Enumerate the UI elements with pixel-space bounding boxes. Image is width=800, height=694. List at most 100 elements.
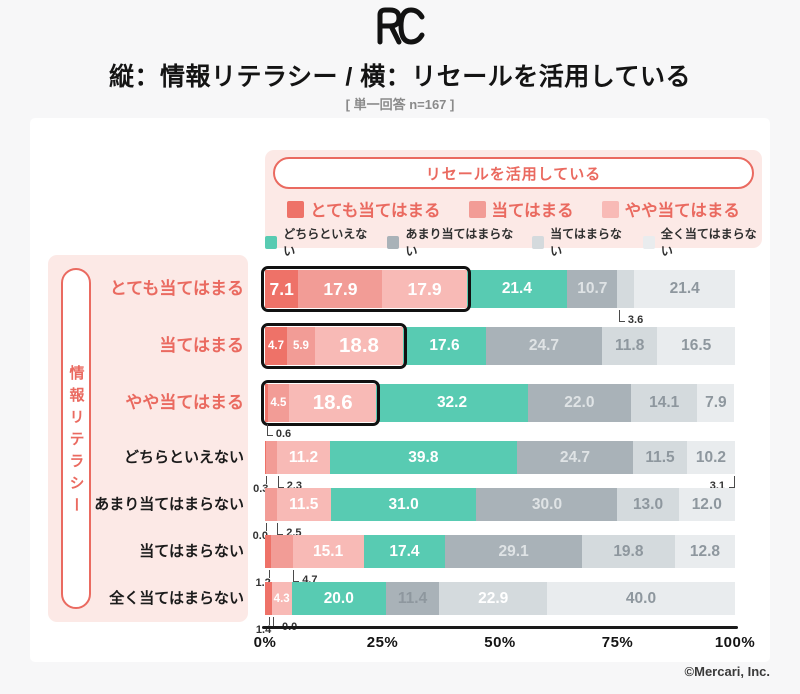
callout-line [266,476,268,484]
callout-line [277,523,284,535]
callout-label: 0.0 [252,530,268,542]
segment-value: 24.7 [559,448,590,466]
segment-value: 32.2 [436,394,468,411]
bar-segment: 15.1 [292,535,364,568]
callout-line [265,523,267,531]
bar-segment: 13.0 [617,488,679,521]
bar-segment: 10.7 [567,270,618,308]
row-label: やや当てはまる [125,393,244,412]
bar-segment [265,488,277,521]
segment-value: 39.8 [408,448,439,466]
bar-segment: 21.4 [634,270,735,308]
legend-item-label: やや当てはまる [624,202,740,220]
x-axis-line [262,626,738,629]
legend-item-label: 当てはまらない [550,227,622,258]
bar-segment: 19.8 [581,535,675,568]
x-axis-tick-label: 100% [714,634,756,651]
x-axis-tick-label: 75% [601,634,634,651]
segment-value: 4.5 [270,397,287,409]
row-label: どちらといえない [123,448,244,466]
segment-value: 21.4 [501,280,532,297]
legend-swatch [468,200,486,218]
page-title: 縦：情報リテラシー / 横：リセールを活用している [108,63,692,91]
bar-segment: 12.8 [674,535,735,568]
row-label: 全く当てはまらない [109,589,244,607]
legend-item: 当てはまる [468,197,574,221]
legend-swatch [642,235,655,249]
bar-segment: 17.9 [382,270,467,308]
legend-item-label: どちらといえない [283,227,368,258]
bar-segment [265,441,267,474]
legend-swatch [601,200,619,218]
legend-primary-row: とても当てはまる 当てはまる やや当てはまる [265,197,762,221]
bar-segment: 40.0 [546,582,735,615]
callout-strip: 1.40.0 [256,616,735,636]
bar-row: 4.3 20.0 11.4 22.9 40.0 [265,582,735,615]
x-axis-tick-label: 50% [484,634,516,651]
bar-segment: 10.2 [687,441,735,474]
callout-line [729,476,736,488]
legend-swatch [287,200,305,218]
row-label: 当てはまらない [139,542,244,560]
segment-value: 12.0 [691,495,722,513]
bar-segment: 30.0 [476,488,618,521]
legend-item: 当てはまらない [531,225,629,259]
legend-item-label: とても当てはまる [310,202,441,220]
legend-swatch [531,235,545,249]
segment-value: 4.7 [268,340,285,352]
segment-value: 17.9 [407,278,442,299]
row-label: 当てはまる [159,336,244,355]
segment-value: 17.4 [389,542,420,560]
bar-segment: 29.1 [445,535,582,568]
segment-value: 18.6 [312,391,353,414]
legend-item: あまり当てはまらない [387,225,518,259]
bar-segment: 11.4 [385,582,440,615]
segment-value: 12.8 [689,542,721,560]
callout-line [266,424,273,436]
segment-value: 17.9 [323,278,358,299]
segment-value: 4.3 [273,592,290,605]
bar-segment: 4.3 [271,582,292,615]
row-label: とても当てはまる [109,279,244,298]
rc-logo-icon [371,5,429,52]
y-axis-group-label: 情報リテラシー [61,268,91,609]
segment-value: 31.0 [388,495,419,513]
callout-label: 0.6 [275,428,292,440]
callout-label: 3.6 [627,314,644,326]
legend-header-pill: リセールを活用している [273,157,754,189]
segment-value: 21.4 [669,280,700,297]
segment-value: 11.8 [615,337,645,354]
bar-segment [265,384,268,422]
footer-credit: ©Mercari, Inc. [684,664,770,679]
row-label: あまり当てはまらない [94,495,244,513]
segment-value: 16.5 [681,337,712,354]
segment-value: 20.0 [323,589,354,607]
segment-value: 30.0 [531,495,563,513]
segment-value: 19.8 [613,542,644,560]
bar-segment: 14.1 [631,384,698,422]
bar-row: 15.1 17.4 29.1 19.8 12.8 [265,535,735,568]
x-axis-tick-label: 25% [366,634,399,651]
callout-line [269,617,271,625]
legend-secondary-row: どちらといえない あまり当てはまらない 当てはまらない 全く当てはまらない [265,225,762,259]
bar-segment: 18.8 [314,327,404,365]
bar-segment: 17.4 [363,535,446,568]
segment-value: 40.0 [625,589,657,607]
legend-item-label: 当てはまる [491,202,574,220]
bar-segment: 39.8 [329,441,517,474]
page-subtitle: [ 単一回答 n=167 ] [345,97,455,112]
bar-segment: 17.9 [298,270,383,308]
segment-value: 7.1 [269,278,294,299]
legend-item-label: 全く当てはまらない [660,227,757,258]
x-axis-tick-label: 0% [253,634,277,651]
segment-value: 22.0 [564,394,595,411]
bar-segment: 5.9 [287,327,315,365]
bar-segment: 20.0 [291,582,386,615]
segment-value: 13.0 [632,495,664,513]
bar-segment: 12.0 [678,488,735,521]
bar-segment [265,582,272,615]
bar-segment: 17.6 [403,327,486,365]
bar-row: 11.2 39.8 24.7 11.5 10.2 [265,441,735,474]
segment-value: 18.8 [339,334,379,357]
segment-value: 11.2 [288,448,319,466]
